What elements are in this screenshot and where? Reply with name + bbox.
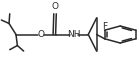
Text: O: O: [52, 2, 59, 11]
Text: NH: NH: [68, 30, 81, 39]
Text: F: F: [102, 22, 107, 31]
Text: O: O: [38, 30, 44, 39]
